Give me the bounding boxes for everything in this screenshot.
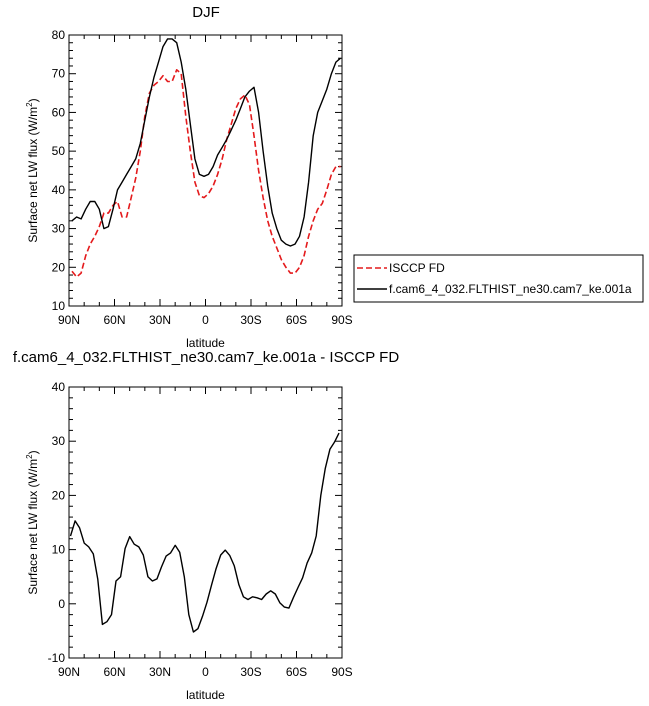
chart-bottom-y-tick-label: 40 [52, 380, 66, 394]
chart-top-plot-frame [68, 34, 343, 307]
chart-top-x-tick-label: 60S [286, 313, 307, 327]
chart-top-x-tick-label: 0 [202, 313, 209, 327]
chart-bottom-title: f.cam6_4_032.FLTHIST_ne30.cam7_ke.001a -… [13, 349, 399, 366]
chart-bottom-series [69, 432, 340, 633]
chart-top-y-axis-label: Surface net LW flux (W/m2) [25, 98, 40, 242]
chart-bottom-x-tick-label: 60S [286, 665, 307, 679]
chart-bottom-y-axis-label-superscript: 2 [25, 454, 34, 459]
chart-top-y-tick-label: 60 [52, 105, 66, 119]
chart-top-y-axis-label-superscript: 2 [25, 102, 34, 107]
chart-top-y-tick-label: 20 [52, 260, 66, 274]
chart-bottom-y-tick-label: 20 [52, 488, 66, 502]
chart-top-x-tick-label: 30N [149, 313, 171, 327]
chart-bottom-x-tick-label: 30N [149, 665, 171, 679]
chart-bottom-x-tick-label: 90N [58, 665, 80, 679]
chart-bottom-series-line-0 [69, 432, 340, 633]
legend-label-isccp-fd: ISCCP FD [389, 261, 445, 275]
chart-top-y-tick-label: 40 [52, 183, 66, 197]
chart-top-x-tick-label: 60N [103, 313, 125, 327]
chart-bottom-x-tick-label: 90S [331, 665, 352, 679]
chart-bottom: f.cam6_4_032.FLTHIST_ne30.cam7_ke.001a -… [13, 349, 399, 702]
chart-bottom-ticks: 90N 60N 30N 0 30S 60S 90S -10 0 10 20 30 40 [48, 380, 353, 679]
chart-bottom-x-tick-label: 30S [240, 665, 261, 679]
chart-top-y-tick-label: 10 [52, 299, 66, 313]
chart-top-x-tick-label: 30S [240, 313, 261, 327]
chart-top-series [71, 38, 341, 278]
legend-frame [353, 254, 644, 303]
chart-bottom-y-tick-label: 30 [52, 434, 66, 448]
chart-bottom-x-axis-label: latitude [186, 688, 225, 702]
chart-top-y-axis-label-main: Surface net LW flux (W/m [26, 107, 40, 243]
chart-top-ticks: 90N 60N 30N 0 30S 60S 90S 10 20 30 40 50 60 70 80 [52, 28, 353, 327]
chart-top-y-tick-label: 80 [52, 28, 66, 42]
chart-bottom-x-tick-label: 0 [202, 665, 209, 679]
chart-top-x-axis-label: latitude [186, 336, 225, 350]
chart-top-series-line-1 [71, 38, 341, 247]
chart-bottom-y-tick-label: 0 [58, 597, 65, 611]
chart-bottom-y-tick-label: 10 [52, 543, 66, 557]
chart-bottom-y-axis-label-close: ) [26, 450, 40, 454]
chart-top-y-tick-label: 30 [52, 222, 66, 236]
chart-top-y-tick-label: 50 [52, 144, 66, 158]
chart-top-legend: ISCCP FD f.cam6_4_032.FLTHIST_ne30.cam7_… [353, 254, 644, 303]
chart-top: DJF 90N 60N 30N 0 30S 60S 90S1020304050607080 … [25, 4, 644, 350]
chart-bottom-x-tick-label: 60N [103, 665, 125, 679]
chart-top-y-axis-label-close: ) [26, 98, 40, 102]
chart-bottom-y-axis-label: Surface net LW flux (W/m2) [25, 450, 40, 594]
chart-top-title: DJF [192, 4, 220, 21]
chart-bottom-y-axis-label-main: Surface net LW flux (W/m [26, 459, 40, 595]
legend-label-model: f.cam6_4_032.FLTHIST_ne30.cam7_ke.001a [389, 282, 632, 296]
chart-top-series-line-0 [71, 69, 341, 278]
chart-bottom-plot-frame [68, 386, 343, 659]
chart-top-x-tick-label: 90N [58, 313, 80, 327]
chart-bottom-y-tick-label: -10 [48, 651, 66, 665]
chart-top-x-tick-label: 90S [331, 313, 352, 327]
chart-top-y-tick-label: 70 [52, 67, 66, 81]
